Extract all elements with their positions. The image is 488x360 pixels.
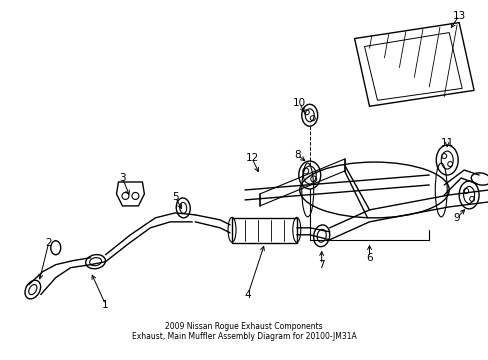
Text: 7: 7 — [318, 260, 325, 270]
Text: 5: 5 — [172, 192, 178, 202]
Text: 12: 12 — [245, 153, 258, 163]
Text: 10: 10 — [293, 98, 305, 108]
Text: 4: 4 — [244, 289, 251, 300]
Text: 8: 8 — [294, 150, 301, 160]
Text: 3: 3 — [119, 173, 125, 183]
Text: 2: 2 — [45, 238, 52, 248]
Text: 6: 6 — [366, 253, 372, 263]
Text: 2009 Nissan Rogue Exhaust Components
Exhaust, Main Muffler Assembly Diagram for : 2009 Nissan Rogue Exhaust Components Exh… — [131, 322, 356, 341]
Text: 1: 1 — [102, 300, 109, 310]
Text: 9: 9 — [453, 213, 460, 223]
Text: 11: 11 — [440, 138, 453, 148]
Text: 13: 13 — [451, 11, 465, 21]
Bar — [232, 218, 296, 243]
